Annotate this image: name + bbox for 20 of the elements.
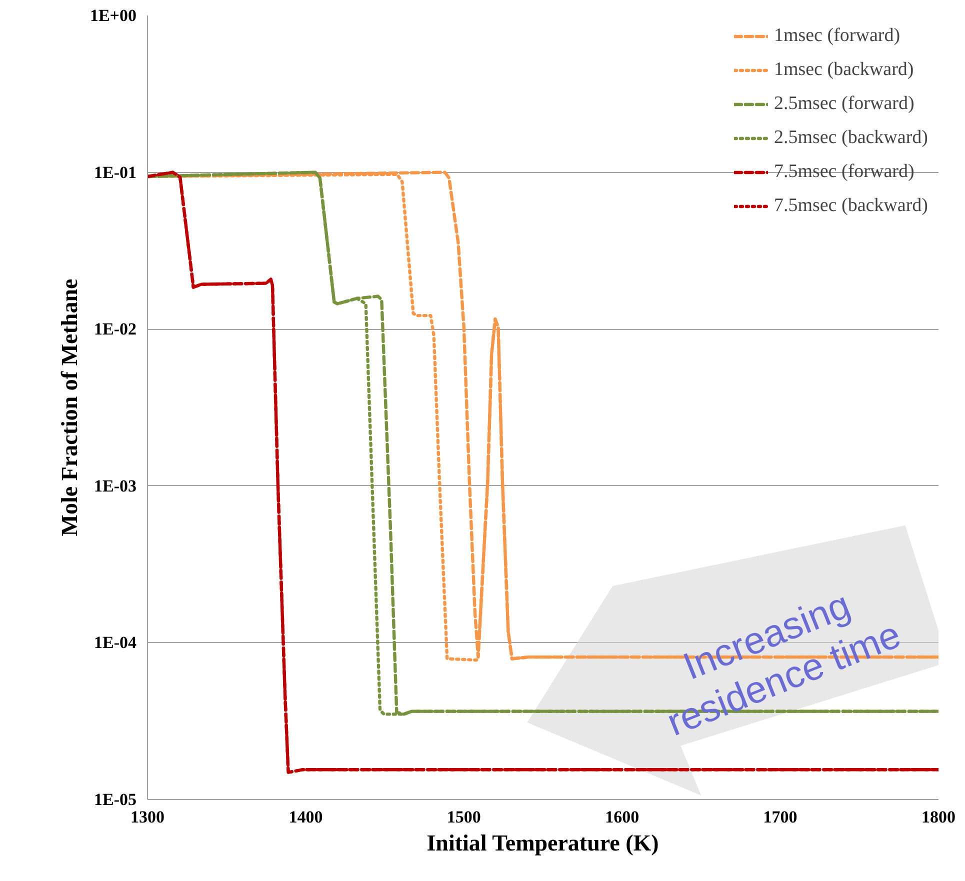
x-tick-label: 1500 — [446, 808, 481, 826]
legend-label: 7.5msec (forward) — [774, 161, 914, 183]
y-tick-label: 1E-04 — [94, 633, 137, 652]
y-tick-label: 1E+00 — [90, 6, 137, 25]
y-axis-title: Mole Fraction of Methane — [56, 278, 82, 536]
x-tick-label: 1400 — [288, 808, 323, 826]
x-tick-label: 1800 — [922, 808, 956, 826]
y-tick-label: 1E-03 — [94, 476, 136, 496]
y-tick-label: 1E-01 — [94, 162, 136, 182]
legend-label: 1msec (forward) — [774, 25, 900, 47]
legend-label: 1msec (backward) — [774, 59, 914, 81]
legend-label: 2.5msec (forward) — [774, 93, 914, 115]
x-tick-label: 1600 — [605, 808, 640, 826]
legend-label: 2.5msec (backward) — [774, 127, 928, 149]
x-tick-label: 1300 — [130, 808, 164, 826]
legend-label: 7.5msec (backward) — [774, 195, 928, 217]
x-tick-label: 1700 — [763, 808, 798, 826]
x-axis-title: Initial Temperature (K) — [426, 830, 659, 856]
y-tick-label: 1E-02 — [94, 320, 136, 339]
y-tick-label: 1E-05 — [94, 790, 136, 809]
